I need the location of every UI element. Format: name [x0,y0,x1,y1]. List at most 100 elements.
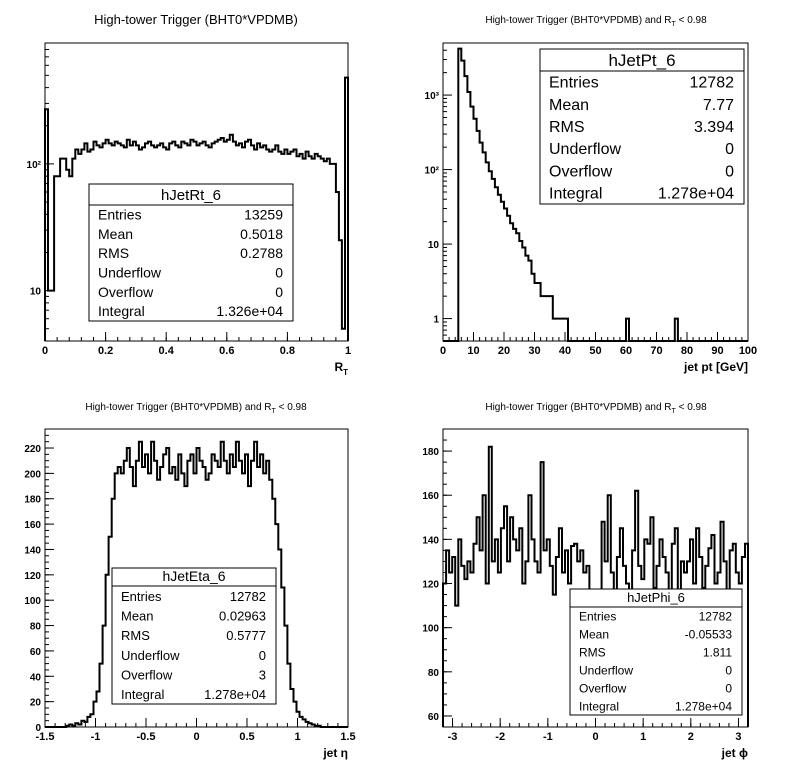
y-tick-label: 20 [30,698,42,709]
x-tick-label: 70 [650,345,662,357]
y-tick-label: 100 [422,624,439,635]
stats-frame [569,588,743,716]
x-tick-label: 0 [592,731,598,743]
stats-key: Underflow [121,648,180,663]
y-tick-label: 10 [30,287,42,298]
y-tick-label: 140 [24,545,41,556]
stats-box: hJetRt_6 Entries 13259 Mean 0.5018 RMS 0.2788 U… [88,183,294,322]
stats-value: 0 [725,664,732,678]
x-tick-label: 1 [345,345,351,357]
stats-value: -0.05533 [685,628,733,642]
panel-jet-eta: High-tower Trigger (BHT0*VPDMB) and RT <… [24,402,355,760]
stats-key: Mean [549,97,589,114]
stats-key: RMS [121,628,150,643]
stats-key: Entries [579,610,616,624]
plot-title: High-tower Trigger (BHT0*VPDMB) and RT <… [485,15,707,28]
x-tick-label: -1.5 [36,731,55,743]
x-tick-label: 100 [739,345,757,357]
x-tick-label: 80 [681,345,693,357]
stats-key: RMS [98,245,129,261]
x-tick-label: 0.2 [98,345,113,357]
x-tick-label: 60 [620,345,632,357]
plot-title: High-tower Trigger (BHT0*VPDMB) and RT <… [485,402,707,415]
stats-value: 7.77 [703,97,734,114]
x-tick-label: 0 [440,345,446,357]
stats-key: Mean [98,226,133,242]
y-tick-label: 40 [30,672,42,683]
x-tick-label: 0 [42,345,48,357]
y-tick-label: 200 [24,469,41,480]
stats-value: 0 [275,284,283,300]
x-tick-label: 50 [589,345,601,357]
x-tick-label: -1 [91,731,101,743]
stats-key: Overflow [549,163,613,180]
x-tick-label: -0.5 [137,731,156,743]
stats-value: 3.394 [694,119,734,136]
y-tick-label: 10 [428,240,440,251]
stats-title: hJetPhi_6 [627,590,685,605]
stats-value: 3 [259,667,266,682]
stats-title: hJetPt_6 [608,51,675,70]
x-tick-label: -1 [543,731,553,743]
stats-key: Overflow [579,682,627,696]
stats-value: 0.02963 [219,608,266,623]
stats-value: 1.811 [703,646,732,660]
x-axis-label: jet pt [GeV] [683,360,748,374]
y-tick-label: 160 [24,520,41,531]
x-tick-label: -3 [448,731,458,743]
panel-jet-pt: High-tower Trigger (BHT0*VPDMB) and RT <… [425,15,758,374]
stats-key: Underflow [98,265,162,281]
stats-key: Entries [121,589,162,604]
x-tick-label: 2 [688,731,694,743]
stats-key: Integral [549,185,602,202]
stats-key: Underflow [579,664,633,678]
stats-key: Underflow [549,141,621,158]
x-tick-label: 0.6 [219,345,234,357]
stats-key: RMS [549,119,585,136]
y-tick-label: 140 [422,535,439,546]
x-axis-label: jet ϕ [721,746,748,760]
stats-value: 0.2788 [240,245,283,261]
y-tick-label: 160 [422,491,439,502]
stats-frame [111,567,277,705]
histogram-line [45,440,348,728]
stats-value: 1.278e+04 [675,700,732,714]
x-tick-label: -2 [495,731,505,743]
x-tick-label: 1 [640,731,646,743]
stats-key: Integral [98,303,145,319]
x-tick-label: 90 [711,345,723,357]
stats-key: Mean [121,608,154,623]
plot-title: High-tower Trigger (BHT0*VPDMB) and RT <… [85,402,307,415]
stats-value: 1.278e+04 [658,185,734,202]
stats-value: 0 [725,163,734,180]
x-tick-label: 10 [467,345,479,357]
y-tick-label: 100 [24,596,41,607]
stats-key: Entries [549,75,599,92]
x-tick-label: 40 [559,345,571,357]
panel-jet-rt: High-tower Trigger (BHT0*VPDMB) 0 0.2 0.4 0.… [27,12,352,377]
stats-value: 1.326e+04 [216,303,283,319]
y-tick-label: 60 [30,647,42,658]
y-tick-label: 80 [428,668,440,679]
y-tick-label: 80 [30,622,42,633]
y-tick-label: 180 [422,447,439,458]
stats-value: 0.5018 [240,226,283,242]
y-tick-label: 1 [433,315,439,326]
x-tick-label: 20 [498,345,510,357]
stats-key: Overflow [98,284,154,300]
y-tick-label: 120 [422,580,439,591]
stats-title: hJetRt_6 [161,187,221,204]
y-tick-label: 220 [24,444,41,455]
stats-value: 0 [275,265,283,281]
x-tick-label: 1.5 [340,731,355,743]
plot-title: High-tower Trigger (BHT0*VPDMB) [94,12,298,27]
stats-value: 13259 [244,207,283,223]
stats-box: hJetPt_6 Entries 12782 Mean 7.77 RMS 3.394 Unde… [539,48,745,205]
stats-value: 12782 [230,589,266,604]
stats-value: 12782 [690,75,735,92]
stats-value: 0.5777 [226,628,266,643]
histogram-line [44,76,349,341]
stats-key: Overflow [121,667,173,682]
